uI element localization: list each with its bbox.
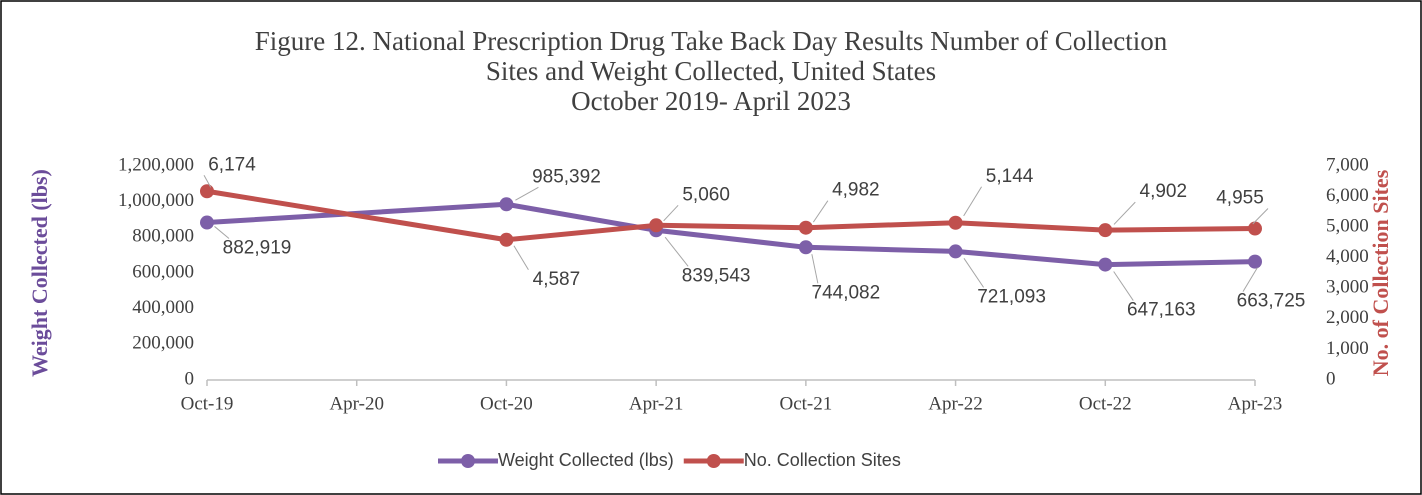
y2-tick-label: 4,000 (1326, 246, 1369, 267)
point (499, 197, 514, 212)
point (798, 240, 813, 255)
y2-tick-label: 0 (1326, 368, 1336, 389)
leader-line (513, 245, 529, 271)
leader-line (1242, 267, 1258, 292)
point (200, 184, 214, 199)
leader-line (812, 200, 829, 223)
y-tick-label: 1,200,000 (118, 154, 194, 175)
y-tick-label: 600,000 (132, 261, 194, 282)
x-tick-label: Apr-22 (928, 393, 983, 414)
leader-line (203, 175, 212, 188)
x-tick-label: Apr-23 (1228, 393, 1283, 414)
x-tick-label: Apr-20 (329, 393, 384, 414)
x-tick-label: Oct-22 (1079, 393, 1132, 414)
point (948, 215, 963, 230)
y2-tick-label: 6,000 (1326, 185, 1369, 206)
legend-marker (706, 454, 721, 468)
data-label: 4,902 (1140, 181, 1188, 202)
data-label: 839,543 (682, 265, 751, 286)
x-tick-label: Apr-21 (629, 393, 684, 414)
leader-line (1113, 271, 1134, 301)
point (499, 232, 514, 247)
data-label: 985,392 (532, 166, 601, 187)
legend-label: No. Collection Sites (744, 450, 901, 470)
chart-subtitle: Sites and Weight Collected, United State… (486, 56, 936, 86)
point (798, 220, 813, 235)
chart-title: Figure 12. National Prescription Drug Ta… (255, 26, 1168, 56)
data-label: 5,144 (986, 166, 1034, 187)
data-label: 4,982 (832, 180, 880, 201)
point (948, 244, 963, 259)
legend-marker (461, 454, 475, 468)
point (1248, 221, 1262, 236)
data-label: 721,093 (977, 286, 1046, 307)
y2-axis-title: No. of Collection Sites (1368, 169, 1393, 376)
y2-tick-label: 5,000 (1326, 216, 1369, 237)
leader-line (811, 254, 819, 284)
point (1248, 254, 1262, 269)
data-label: 663,725 (1237, 291, 1306, 312)
chart-subtitle: October 2019- April 2023 (571, 86, 851, 116)
point (200, 215, 214, 230)
y2-tick-label: 3,000 (1326, 277, 1369, 298)
x-tick-label: Oct-19 (181, 393, 234, 414)
leader-line (1252, 208, 1269, 225)
leader-line (963, 186, 982, 217)
leader-line (1113, 201, 1136, 225)
y2-tick-label: 1,000 (1326, 338, 1369, 359)
legend-label: Weight Collected (lbs) (498, 450, 674, 470)
y2-tick-label: 2,000 (1326, 307, 1369, 328)
data-label: 5,060 (682, 184, 730, 205)
point (1098, 257, 1113, 272)
y-tick-label: 200,000 (132, 333, 194, 354)
x-tick-label: Oct-20 (480, 393, 533, 414)
leader-line (515, 186, 539, 201)
y-tick-label: 800,000 (132, 226, 194, 247)
x-tick-label: Oct-21 (779, 393, 832, 414)
data-label: 882,919 (223, 238, 292, 259)
data-label: 744,082 (812, 282, 881, 303)
y2-tick-label: 7,000 (1326, 154, 1369, 175)
y-axis-title: Weight Collected (lbs) (27, 169, 52, 377)
leader-line (214, 226, 230, 239)
data-label: 6,174 (208, 154, 256, 175)
point (1098, 223, 1113, 238)
y-tick-label: 1,000,000 (118, 190, 194, 211)
data-label: 4,955 (1216, 188, 1264, 209)
leader-line (963, 258, 984, 288)
leader-line (664, 236, 689, 267)
leader-line (663, 204, 679, 222)
y-tick-label: 400,000 (132, 297, 194, 318)
data-label: 4,587 (533, 269, 581, 290)
y-tick-label: 0 (185, 368, 195, 389)
data-label: 647,163 (1127, 300, 1196, 321)
point (649, 218, 664, 233)
